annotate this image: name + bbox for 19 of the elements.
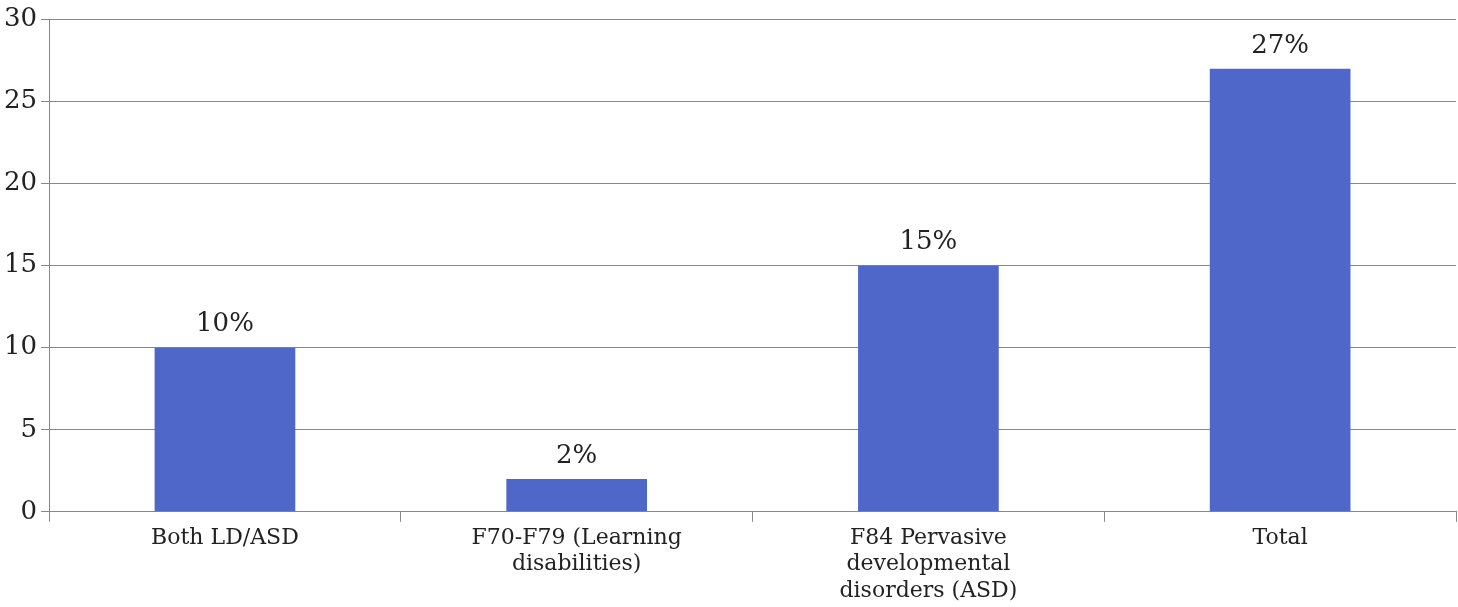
y-tick-label: 5	[20, 412, 38, 443]
y-tick-label: 20	[3, 166, 38, 197]
bar	[506, 478, 648, 512]
y-tick-label: 15	[3, 248, 38, 279]
y-tick-label: 25	[3, 84, 38, 115]
x-tick-label: F84 Pervasive developmental disorders (ASD)	[839, 523, 1018, 602]
bar	[154, 347, 296, 512]
data-label: 2%	[556, 438, 598, 469]
x-tick-label: Both LD/ASD	[151, 523, 299, 549]
data-label: 10%	[196, 307, 254, 338]
x-tick-label: Total	[1252, 523, 1308, 549]
data-label: 27%	[1251, 28, 1310, 59]
x-tick-label: F70-F79 (Learning disabilities)	[471, 523, 682, 576]
data-label: 15%	[899, 225, 958, 256]
y-tick-label: 30	[3, 2, 38, 33]
y-tick-label: 10	[3, 330, 38, 361]
bar	[1209, 68, 1351, 512]
bar	[858, 265, 999, 512]
y-tick-label: 0	[20, 494, 38, 525]
